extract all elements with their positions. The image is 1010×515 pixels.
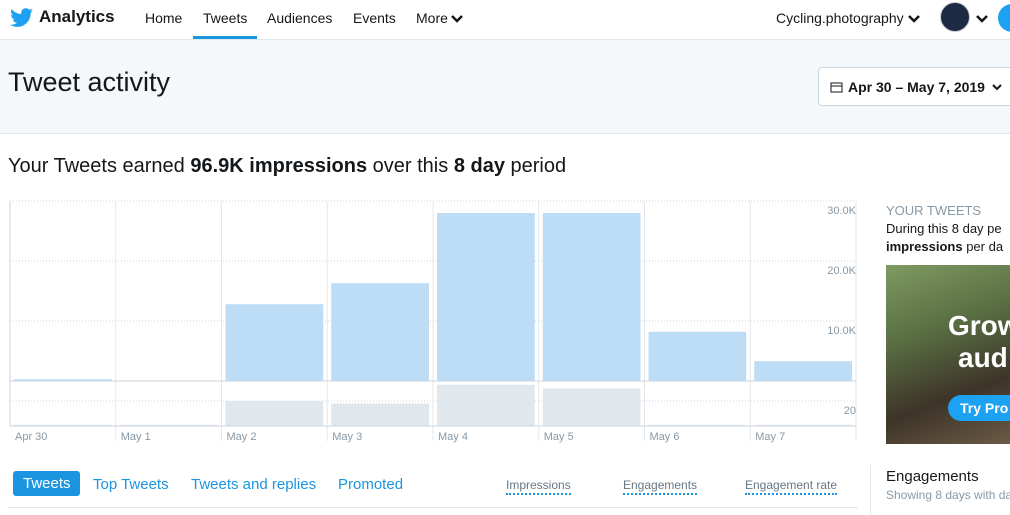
x-tick-label: May 5 <box>544 431 574 443</box>
bar <box>754 424 852 426</box>
tab[interactable]: Promoted <box>338 476 404 493</box>
nav-link[interactable]: Events <box>353 10 396 26</box>
side-text: per da <box>962 239 1004 254</box>
nav-bar: Analytics Home Tweets Audiences Events M… <box>0 0 1010 40</box>
bar <box>754 361 852 381</box>
summary-text: Your Tweets earned <box>8 155 191 177</box>
side-text: During this 8 day pe <box>886 221 1002 236</box>
page-title: Tweet activity <box>8 67 171 97</box>
x-tick-label: May 1 <box>121 431 151 443</box>
divider <box>870 465 871 515</box>
y-tick-label: 20.0K <box>827 265 856 277</box>
summary-text: period <box>504 155 567 177</box>
bar <box>542 213 641 381</box>
nav-link[interactable]: More <box>416 10 448 26</box>
side-bold: impressions <box>886 239 963 254</box>
summary: Your Tweets earned 96.9K impressions ove… <box>8 155 566 178</box>
chevron <box>992 84 1002 91</box>
engagements-title: Engagements <box>886 468 979 485</box>
calendar-icon <box>830 82 843 93</box>
column-header[interactable]: Impressions <box>506 478 571 495</box>
promo-text: Grow <box>948 310 1010 341</box>
bar <box>14 424 112 426</box>
tab[interactable]: Tweets and replies <box>191 476 317 493</box>
bar <box>331 283 429 381</box>
bar <box>14 379 112 381</box>
tab-label: Tweets <box>23 475 71 492</box>
date-range: Apr 30 – May 7, 2019 <box>848 79 985 95</box>
promo-text: aud <box>958 342 1008 373</box>
side-label: YOUR TWEETS <box>886 203 982 218</box>
engagements-note: Showing 8 days with da <box>886 488 1010 502</box>
x-tick-label: May 4 <box>438 431 468 443</box>
tab[interactable]: Top Tweets <box>93 476 169 493</box>
chevron <box>976 15 988 23</box>
column-header[interactable]: Engagements <box>623 478 698 495</box>
tweet-button[interactable] <box>998 4 1010 32</box>
bar <box>437 213 535 381</box>
y-tick-label: 10.0K <box>827 325 856 337</box>
nav-link[interactable]: Home <box>145 10 183 26</box>
x-tick-label: Apr 30 <box>15 431 47 443</box>
bar <box>225 304 324 381</box>
y-tick-label: 30.0K <box>827 205 856 217</box>
bar <box>542 388 641 426</box>
summary-bold: 8 day <box>453 155 505 177</box>
chevron <box>451 15 463 23</box>
header: Tweet activity Apr 30 – May 7, 2019 <box>0 40 1010 134</box>
side-text: impressions per da <box>886 239 1003 254</box>
bar <box>225 401 324 426</box>
x-tick-label: May 7 <box>755 431 785 443</box>
date-picker[interactable]: Apr 30 – May 7, 2019 <box>818 67 1010 106</box>
divider <box>8 507 858 508</box>
x-tick-label: May 3 <box>332 431 362 443</box>
tab-active[interactable]: Tweets <box>13 471 80 496</box>
logo <box>10 8 33 27</box>
account-name[interactable]: Cycling.photography <box>776 10 904 26</box>
bar <box>648 424 747 426</box>
summary-bold: 96.9K impressions <box>190 155 368 177</box>
x-tick-label: May 2 <box>227 431 257 443</box>
avatar[interactable] <box>940 2 970 32</box>
y-tick-label: 20 <box>844 405 856 417</box>
promo-image[interactable]: Grow aud Try Pro <box>886 265 1010 444</box>
bar <box>119 424 218 426</box>
x-tick-label: May 6 <box>650 431 680 443</box>
bar <box>437 384 535 426</box>
chevron <box>908 15 920 23</box>
brand: Analytics <box>39 7 115 26</box>
promo-button[interactable]: Try Pro <box>948 395 1010 421</box>
summary-text: over this <box>367 155 454 177</box>
nav-link[interactable]: Audiences <box>267 10 333 26</box>
bar <box>331 403 429 426</box>
chart: 10.0K 20.0K 30.0K 20 Apr 30 May 1 May 2 May 3 Ma… <box>9 200 857 443</box>
nav-link[interactable]: Tweets <box>203 10 248 26</box>
column-header[interactable]: Engagement rate <box>745 478 838 495</box>
bar <box>648 331 747 381</box>
promo-button-label: Try Pro <box>960 400 1009 416</box>
active-indicator <box>193 36 257 39</box>
